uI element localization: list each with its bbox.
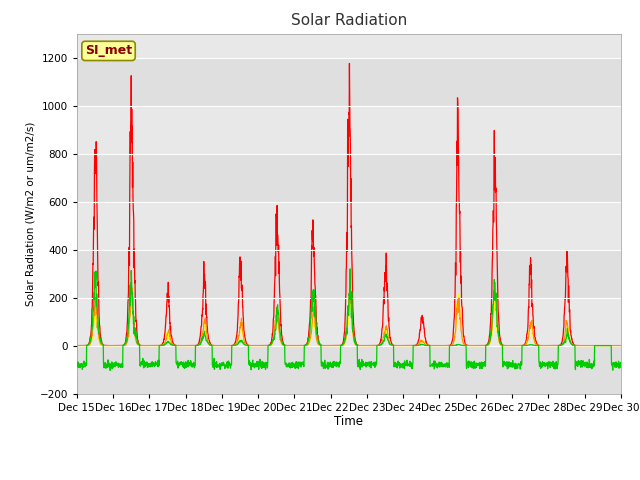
Reflected PAR [365,343,372,348]
Incoming PAR [376,339,384,345]
Diffuse PAR [73,343,81,348]
Y-axis label: Solar Radiation (W/m2 or um/m2/s): Solar Radiation (W/m2 or um/m2/s) [25,121,35,306]
Reflected PAR [507,343,515,348]
Incoming PAR [584,343,592,348]
Net Radiation [584,361,592,367]
Reflected PAR [492,279,499,285]
Bar [77,154,621,202]
Net Radiation [346,266,354,272]
Diffuse PAR [376,342,384,348]
Net Radiation [365,360,372,366]
Net Radiation [73,360,81,366]
Line: Incoming PAR: Incoming PAR [77,63,621,346]
Reflected PAR [581,343,589,348]
Title: Solar Radiation: Solar Radiation [291,13,407,28]
Line: Net Radiation: Net Radiation [77,269,621,371]
Net Radiation [377,342,385,348]
Reflected PAR [225,343,232,348]
Diffuse PAR [617,343,625,348]
Legend: Incoming PAR, Reflected PAR, Diffuse PAR, Net Radiation: Incoming PAR, Reflected PAR, Diffuse PAR… [129,477,568,480]
Reflected PAR [569,342,577,348]
Incoming PAR [365,343,372,348]
Reflected PAR [376,342,384,348]
Reflected PAR [584,343,592,348]
Line: Diffuse PAR: Diffuse PAR [77,294,621,346]
Net Radiation [617,363,625,369]
Net Radiation [570,342,577,348]
Bar [77,58,621,106]
Incoming PAR [225,343,232,348]
Line: Reflected PAR: Reflected PAR [77,282,621,346]
Net Radiation [225,363,232,369]
Diffuse PAR [507,343,515,348]
Incoming PAR [73,343,81,348]
Bar [77,346,621,394]
Reflected PAR [73,343,81,348]
Diffuse PAR [584,343,592,348]
Net Radiation [508,360,515,366]
Text: SI_met: SI_met [85,44,132,58]
Incoming PAR [569,339,577,345]
Incoming PAR [617,343,625,348]
Incoming PAR [346,60,353,66]
Incoming PAR [507,343,515,348]
X-axis label: Time: Time [334,415,364,429]
Incoming PAR [581,343,589,348]
Net Radiation [106,368,114,373]
Diffuse PAR [128,291,136,297]
Bar [77,250,621,298]
Diffuse PAR [365,343,372,348]
Diffuse PAR [581,343,589,348]
Diffuse PAR [225,343,232,348]
Diffuse PAR [569,342,577,348]
Reflected PAR [617,343,625,348]
